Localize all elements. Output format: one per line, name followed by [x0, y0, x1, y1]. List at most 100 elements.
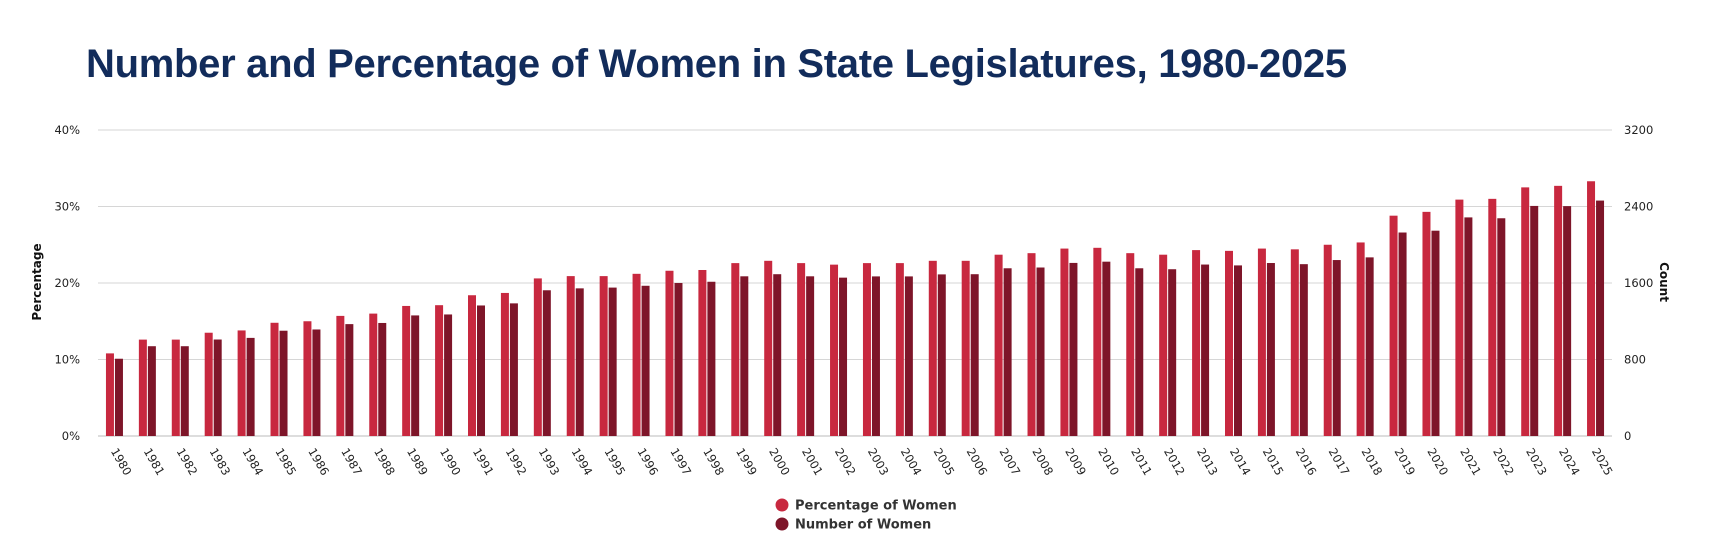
bar-count-1996[interactable] — [641, 285, 650, 436]
bar-percentage-1980[interactable] — [105, 353, 114, 436]
bar-percentage-1990[interactable] — [435, 305, 444, 436]
bar-count-1984[interactable] — [246, 337, 255, 436]
bar-count-1987[interactable] — [345, 324, 354, 436]
bar-percentage-1993[interactable] — [533, 278, 542, 436]
bar-percentage-1992[interactable] — [500, 292, 509, 436]
bar-count-1995[interactable] — [608, 287, 617, 436]
bar-count-2017[interactable] — [1332, 260, 1341, 436]
bar-percentage-2019[interactable] — [1389, 215, 1398, 436]
bar-count-2022[interactable] — [1497, 218, 1506, 436]
bar-percentage-1988[interactable] — [369, 313, 378, 436]
bar-count-2018[interactable] — [1365, 257, 1374, 436]
bar-count-2007[interactable] — [1003, 268, 1012, 436]
bar-count-2011[interactable] — [1135, 268, 1144, 436]
bar-count-2019[interactable] — [1398, 232, 1407, 436]
bar-percentage-2021[interactable] — [1455, 199, 1464, 436]
bar-percentage-2025[interactable] — [1587, 181, 1596, 436]
legend-item[interactable]: Percentage of Women — [775, 498, 957, 514]
bar-percentage-1983[interactable] — [204, 332, 213, 436]
bar-percentage-2018[interactable] — [1356, 242, 1365, 436]
bar-percentage-2008[interactable] — [1027, 253, 1036, 436]
bar-percentage-2012[interactable] — [1159, 254, 1168, 436]
bar-percentage-1994[interactable] — [566, 276, 575, 436]
bar-percentage-2011[interactable] — [1126, 253, 1135, 436]
bar-count-2000[interactable] — [773, 274, 782, 436]
bar-count-1998[interactable] — [707, 281, 716, 436]
bar-count-2004[interactable] — [904, 276, 913, 436]
bar-percentage-2017[interactable] — [1323, 244, 1332, 436]
bar-count-2009[interactable] — [1069, 262, 1078, 436]
bar-count-2023[interactable] — [1530, 205, 1539, 436]
bar-count-1988[interactable] — [378, 322, 387, 436]
bar-count-1981[interactable] — [147, 346, 156, 436]
bar-count-1993[interactable] — [542, 290, 551, 436]
bar-percentage-1999[interactable] — [731, 263, 740, 436]
bar-count-1992[interactable] — [509, 303, 518, 436]
bar-count-2010[interactable] — [1102, 261, 1111, 436]
bar-percentage-2010[interactable] — [1093, 247, 1102, 436]
bar-percentage-2022[interactable] — [1488, 198, 1497, 436]
bar-count-2013[interactable] — [1201, 264, 1210, 436]
bar-percentage-2006[interactable] — [961, 260, 970, 436]
bar-percentage-1997[interactable] — [665, 270, 674, 436]
bar-percentage-1985[interactable] — [270, 322, 279, 436]
bar-percentage-2000[interactable] — [764, 260, 773, 436]
bar-count-1999[interactable] — [740, 276, 749, 436]
bar-count-1980[interactable] — [114, 358, 123, 436]
bar-percentage-1984[interactable] — [237, 330, 246, 436]
x-axis-ticks: 1980 1981 1982 1983 1984 1985 1986 1987 1988 1989… — [108, 446, 1616, 478]
bar-count-2020[interactable] — [1431, 230, 1440, 436]
bar-count-2001[interactable] — [806, 276, 815, 436]
bar-percentage-2007[interactable] — [994, 254, 1003, 436]
bar-count-1997[interactable] — [674, 283, 683, 436]
bar-percentage-1991[interactable] — [468, 295, 476, 436]
x-tick-label: 2001 — [799, 446, 826, 478]
bar-count-2006[interactable] — [970, 274, 979, 436]
bar-count-2015[interactable] — [1266, 263, 1275, 436]
bar-percentage-2003[interactable] — [862, 263, 871, 436]
bar-count-1989[interactable] — [411, 315, 420, 436]
x-tick-label: 2017 — [1326, 446, 1353, 478]
legend-item[interactable]: Number of Women — [775, 517, 932, 533]
bar-percentage-1987[interactable] — [336, 315, 345, 436]
bar-count-2016[interactable] — [1299, 264, 1308, 436]
bar-count-1986[interactable] — [312, 329, 321, 436]
bar-percentage-1986[interactable] — [303, 321, 312, 436]
bar-percentage-2013[interactable] — [1192, 250, 1201, 436]
bar-percentage-1989[interactable] — [402, 305, 411, 436]
bar-percentage-2024[interactable] — [1554, 185, 1563, 436]
bar-percentage-1981[interactable] — [138, 339, 147, 436]
bar-count-1994[interactable] — [575, 288, 584, 436]
bar-percentage-1982[interactable] — [171, 339, 180, 436]
bar-percentage-1996[interactable] — [632, 273, 641, 436]
bar-count-2008[interactable] — [1036, 267, 1045, 436]
bar-count-2024[interactable] — [1563, 206, 1572, 436]
bar-count-2025[interactable] — [1596, 200, 1605, 436]
legend-marker — [775, 498, 789, 512]
bar-count-2002[interactable] — [839, 277, 848, 436]
bar-count-2014[interactable] — [1234, 265, 1242, 436]
bar-percentage-2005[interactable] — [928, 260, 937, 436]
bar-count-2005[interactable] — [937, 274, 946, 436]
bar-percentage-2009[interactable] — [1060, 248, 1069, 436]
bar-percentage-2015[interactable] — [1257, 248, 1266, 436]
bar-percentage-2004[interactable] — [895, 263, 904, 436]
bar-count-1991[interactable] — [477, 305, 485, 436]
bar-percentage-2020[interactable] — [1422, 211, 1431, 436]
bar-percentage-2023[interactable] — [1521, 187, 1530, 436]
bar-count-1990[interactable] — [444, 314, 453, 436]
bar-percentage-1998[interactable] — [698, 269, 707, 436]
bar-percentage-1995[interactable] — [599, 276, 608, 436]
bar-count-2021[interactable] — [1464, 217, 1473, 436]
bar-count-1985[interactable] — [279, 330, 288, 436]
bar-count-2012[interactable] — [1168, 269, 1177, 436]
bar-percentage-2002[interactable] — [830, 264, 839, 436]
bar-count-1983[interactable] — [213, 339, 222, 436]
bar-count-1982[interactable] — [180, 346, 189, 436]
bar-count-2003[interactable] — [871, 276, 880, 436]
x-tick-label: 2020 — [1424, 446, 1451, 478]
legend[interactable]: Percentage of Women Number of Women — [775, 498, 957, 533]
bar-percentage-2016[interactable] — [1290, 249, 1299, 436]
bar-percentage-2014[interactable] — [1225, 250, 1233, 436]
bar-percentage-2001[interactable] — [797, 263, 806, 436]
